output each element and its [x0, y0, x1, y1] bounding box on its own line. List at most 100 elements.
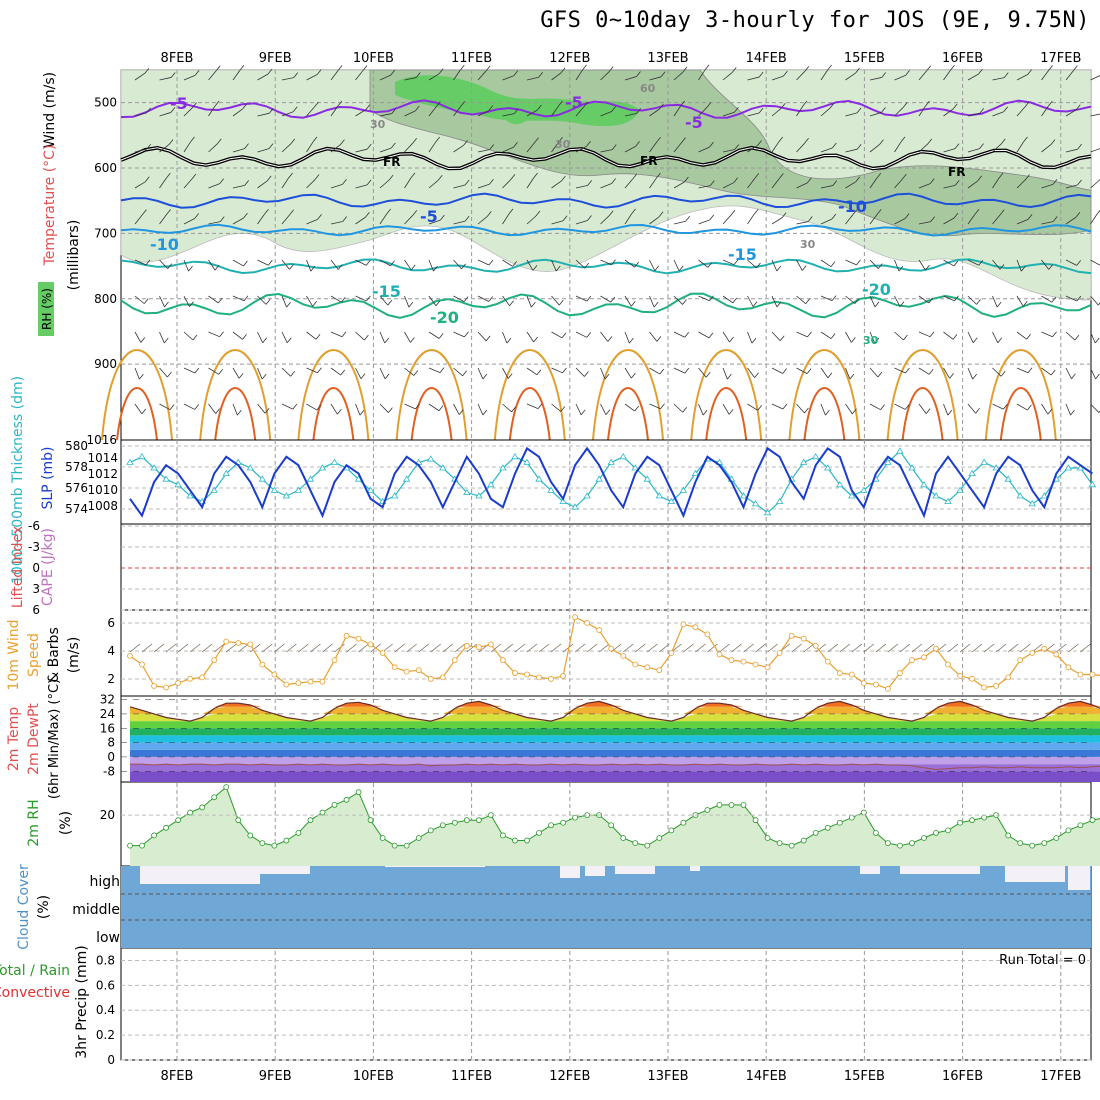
wind-barb-flag	[999, 264, 1005, 270]
wind-barb	[673, 367, 686, 374]
rh2m-line-marker	[427, 827, 434, 834]
wind-barb-flag	[464, 179, 470, 186]
wind-barb-flag	[782, 368, 787, 374]
wind-barb	[281, 331, 288, 343]
wind-barb	[894, 259, 900, 272]
wind-barb-flag	[267, 259, 273, 266]
slp-tick: 1014	[87, 451, 118, 465]
wind10m-barb	[839, 643, 851, 653]
wind10m-speed-line-marker	[872, 681, 879, 688]
wind-barb	[502, 146, 514, 153]
wind-barb-flag	[586, 332, 592, 338]
wind-barb	[355, 216, 366, 225]
wind-barb	[673, 142, 682, 153]
wind-barb-flag	[929, 178, 935, 184]
wind-barb-flag	[464, 215, 470, 222]
wind-barb	[845, 295, 856, 304]
rh2m-line-marker	[307, 817, 314, 824]
wind10m-speed-line-marker	[704, 631, 711, 638]
wind-barb	[918, 403, 927, 414]
wind10m-speed-line-marker	[644, 664, 651, 671]
wind-barb	[159, 259, 169, 269]
wind10m-barb	[322, 643, 333, 653]
wind-barb-flag	[143, 298, 149, 304]
contour-label: -20	[430, 308, 459, 327]
wind-barb-flag	[952, 103, 958, 110]
wind-barb-flag	[562, 215, 568, 222]
wind-barb	[1065, 148, 1078, 153]
thickness-line-marker	[270, 486, 279, 493]
wind-barb-flag	[558, 299, 564, 306]
rh2m-line-marker	[475, 817, 482, 824]
wind-barb-flag	[782, 403, 788, 410]
wind10m-barb	[129, 643, 141, 653]
wind-barb	[1041, 184, 1054, 189]
wind-barb-flag	[535, 210, 541, 217]
wind-barb-flag	[140, 337, 146, 343]
thickness-line-marker	[980, 458, 988, 465]
wind-barb	[869, 77, 882, 81]
contour-label: -10	[838, 197, 867, 216]
wind-barb-flag	[1094, 337, 1100, 344]
wind10m-speed-line-marker	[969, 675, 975, 682]
contour-label: FR	[948, 165, 965, 179]
wind-barb-flag	[631, 208, 636, 215]
wind10m-barb	[598, 643, 610, 653]
wind-barb	[551, 180, 562, 189]
temp-band	[130, 721, 1100, 729]
wind10m-barb	[550, 643, 562, 653]
date-label-top: 10FEB	[353, 51, 394, 66]
wind-barb-flag	[1023, 136, 1028, 143]
wind10m-tick: 6	[107, 616, 115, 630]
wind10m-barb	[803, 643, 814, 653]
wind-barb	[771, 141, 780, 153]
wind-barb	[869, 295, 876, 308]
wind10m-speed-line-marker	[367, 641, 374, 648]
rh2m-line-marker	[139, 842, 145, 849]
wind-barb-flag	[1076, 295, 1082, 302]
wind-barb-flag	[188, 265, 193, 272]
wind-barb-flag	[656, 137, 661, 143]
wind-barb-flag	[509, 300, 514, 306]
wind-barb	[992, 259, 1001, 270]
rh2m-line-marker	[800, 837, 807, 844]
wind-barb-flag	[192, 102, 197, 108]
wind-barb	[918, 331, 931, 338]
wind-barb-flag	[513, 70, 519, 77]
wind-barb	[894, 107, 904, 117]
wind-barb-flag	[580, 409, 586, 416]
cloud-clear-gap	[1068, 866, 1090, 890]
wind-barb-flag	[558, 137, 563, 143]
wind-barb-flag	[881, 72, 887, 78]
wind-barb	[820, 107, 831, 117]
rh2m-line-marker	[560, 819, 566, 826]
wind-barb	[134, 403, 143, 415]
wind-barb-flag	[582, 64, 587, 71]
wind-barb	[330, 70, 339, 81]
wind-barb-flag	[953, 212, 959, 219]
wind-barb	[820, 185, 833, 189]
wind-barb	[943, 259, 955, 267]
ylabel-speed: Speed	[26, 633, 42, 677]
rh2m-line-marker	[512, 837, 518, 844]
wind-barb-flag	[440, 214, 445, 221]
thickness-line-marker	[920, 481, 928, 488]
rh2m-line-marker	[957, 819, 963, 826]
wind-barb-flag	[365, 260, 371, 266]
wind-barb-flag	[215, 65, 221, 72]
contour-30-arch	[312, 386, 355, 441]
wind10m-barb	[659, 643, 670, 653]
wind-barb-flag	[1000, 138, 1006, 145]
wind10m-speed-line-marker	[403, 668, 410, 675]
wind-barb-flag	[974, 208, 980, 215]
pressure-tick-label: 600	[94, 161, 117, 175]
wind-barb	[1041, 331, 1053, 338]
wind10m-speed-line-marker	[897, 670, 903, 676]
wind-barb	[453, 259, 462, 270]
wind-barb-flag	[337, 408, 342, 415]
ylabel-temperature: Temperature (°C)	[42, 145, 58, 267]
wind-barb	[771, 75, 784, 81]
wind-barb	[1016, 141, 1024, 153]
wind-barb-flag	[561, 175, 566, 182]
wind-barb-flag	[438, 68, 444, 74]
